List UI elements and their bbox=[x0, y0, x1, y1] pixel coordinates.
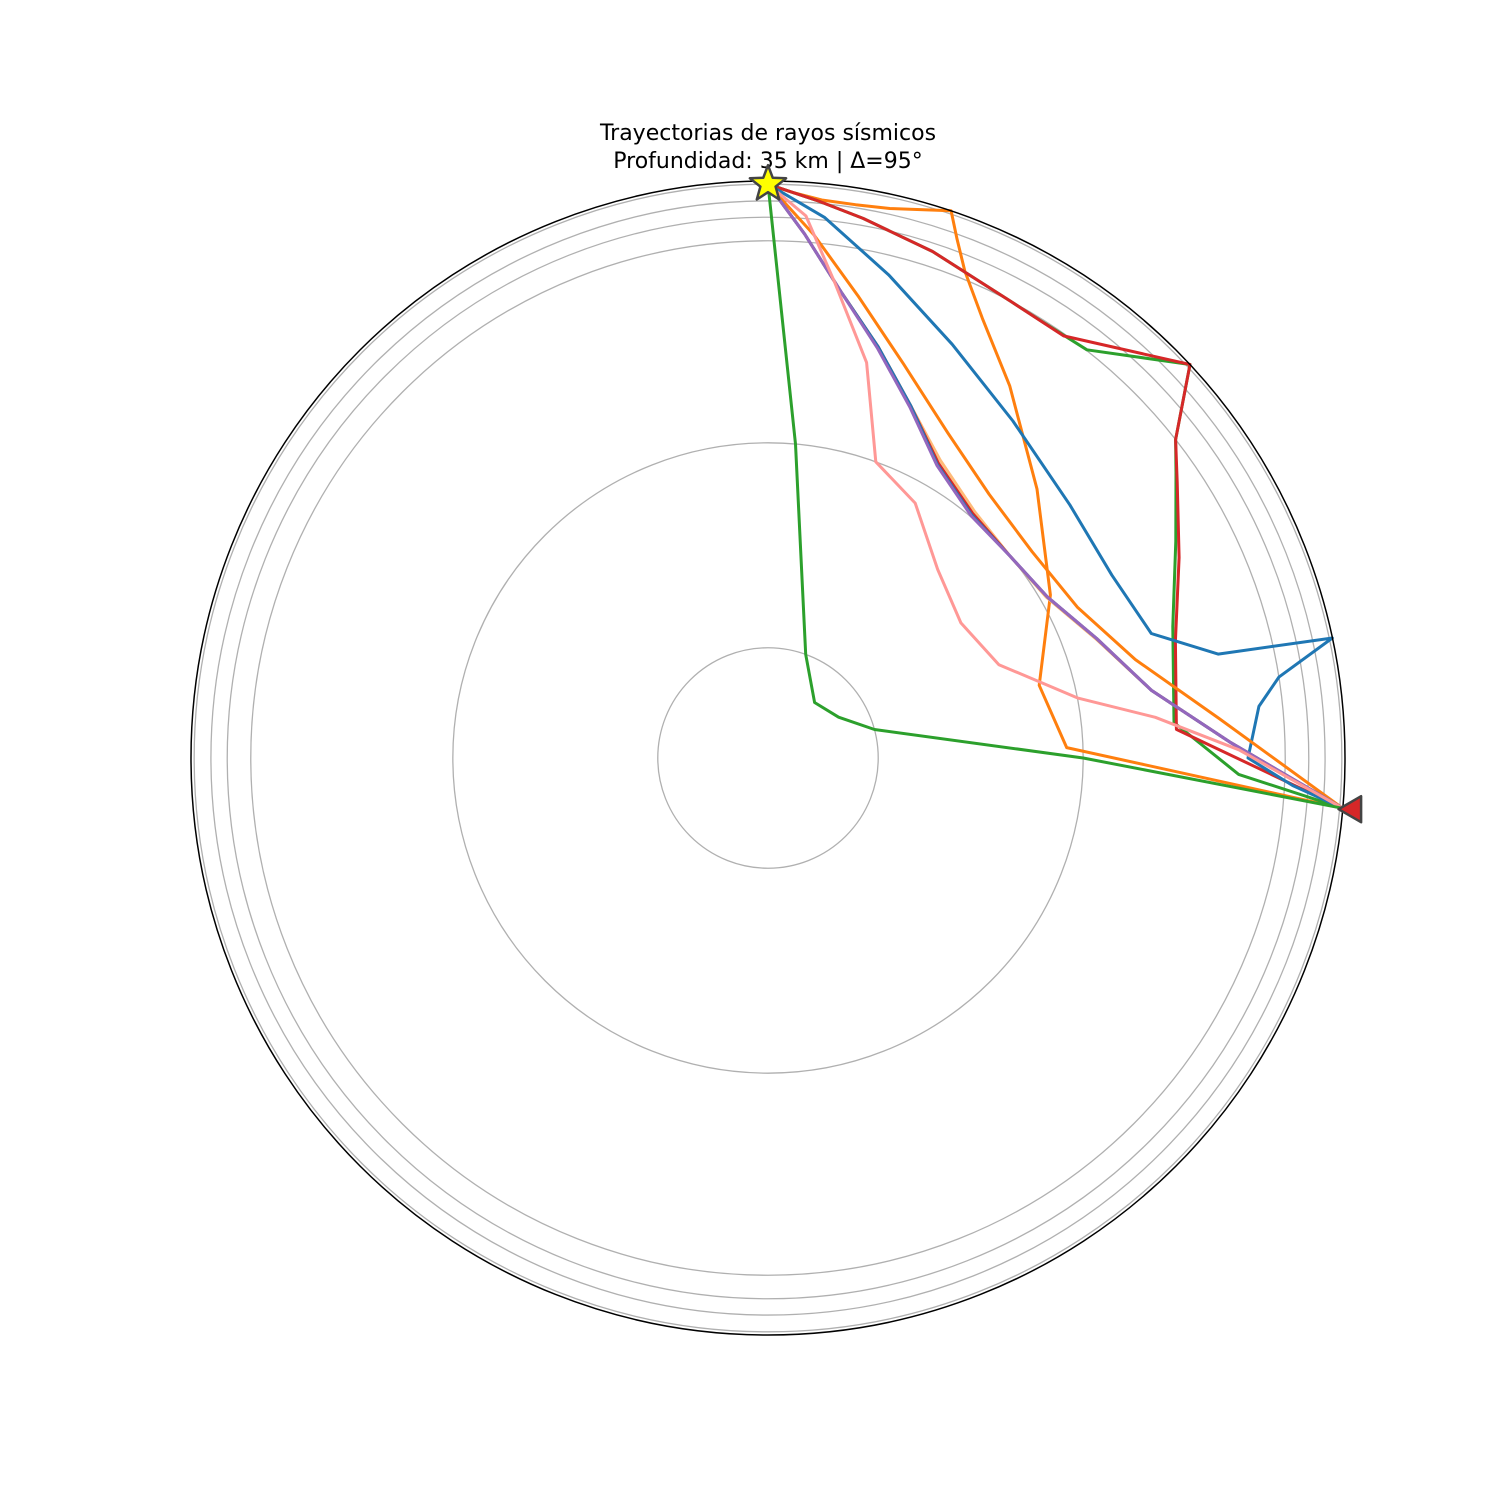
chart-title: Trayectorias de rayos sísmicos bbox=[599, 121, 936, 146]
discontinuity-circle-0 bbox=[193, 183, 1343, 1333]
ray-path-9 bbox=[767, 183, 1344, 810]
ray-path-8 bbox=[766, 183, 1344, 810]
triangle-icon bbox=[1337, 794, 1363, 824]
discontinuity-circle-3 bbox=[250, 240, 1286, 1276]
ray-path-3 bbox=[767, 182, 1344, 810]
ray-paths bbox=[766, 182, 1344, 810]
ray-path-10 bbox=[766, 184, 1344, 810]
discontinuity-circle-2 bbox=[226, 216, 1310, 1300]
ray-path-4 bbox=[766, 183, 1344, 810]
discontinuity-circle-4 bbox=[452, 442, 1084, 1074]
discontinuity-circles bbox=[193, 183, 1343, 1333]
markers bbox=[748, 163, 1363, 824]
star-icon bbox=[748, 163, 788, 201]
discontinuity-circle-1 bbox=[210, 200, 1326, 1316]
earth-surface-circle bbox=[190, 180, 1346, 1336]
discontinuity-circle-5 bbox=[657, 647, 879, 869]
